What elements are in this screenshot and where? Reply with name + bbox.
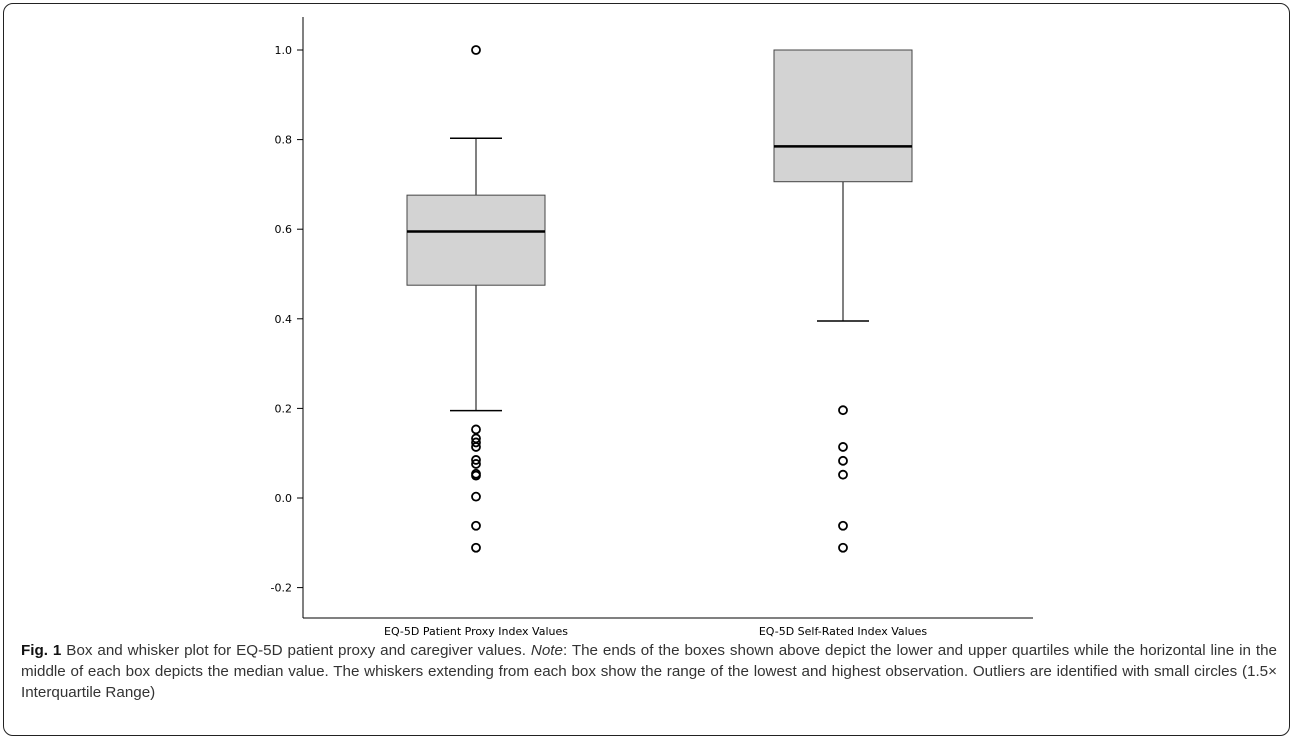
outlier-point (471, 455, 481, 465)
figure-caption: Fig. 1 Box and whisker plot for EQ-5D pa… (21, 640, 1277, 703)
outlier-point (471, 442, 481, 452)
box-plot-chart: -0.2 0.0 0.2 0.4 0.6 0.8 1.0 EQ-5D Patient Pro… (271, 17, 1033, 638)
outlier-point (471, 45, 481, 55)
y-tick-label: 0.6 (275, 223, 293, 236)
note-label: Note (530, 642, 563, 659)
outlier-point (471, 491, 481, 502)
outlier-point (838, 520, 848, 531)
outlier-point (838, 542, 848, 553)
outlier-point (838, 469, 848, 480)
figure-label: Fig. 1 (21, 642, 62, 659)
y-tick-label: 0.2 (275, 402, 293, 415)
x-category-label: EQ-5D Self-Rated Index Values (759, 625, 928, 638)
outlier-point (471, 459, 481, 469)
outlier-point (838, 455, 848, 466)
outlier-point (838, 405, 848, 416)
y-tick-label: 0.8 (275, 134, 293, 147)
outlier-point (471, 520, 481, 531)
y-tick-label: -0.2 (271, 582, 292, 595)
iqr-box (773, 49, 913, 183)
outlier-point (471, 470, 481, 481)
outlier-point (838, 442, 848, 452)
iqr-box (406, 194, 546, 286)
figure-frame (3, 3, 1290, 736)
outlier-point (471, 424, 481, 435)
caption-body: : The ends of the boxes shown above depi… (21, 642, 1277, 701)
y-tick-label: 0.0 (275, 492, 293, 505)
x-category-label: EQ-5D Patient Proxy Index Values (384, 625, 568, 638)
outlier-point (471, 437, 481, 448)
outlier-point (471, 542, 481, 553)
y-tick-label: 0.4 (275, 313, 293, 326)
y-tick-label: 1.0 (275, 44, 293, 57)
caption-title: Box and whisker plot for EQ-5D patient p… (61, 642, 531, 659)
